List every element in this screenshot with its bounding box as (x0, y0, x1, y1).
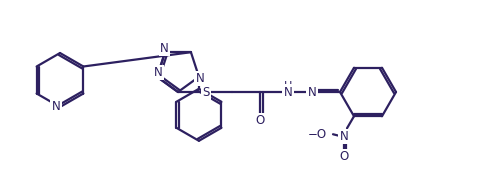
Text: N: N (196, 72, 204, 85)
Text: O: O (340, 150, 348, 163)
Text: S: S (202, 85, 210, 98)
Text: −O: −O (308, 128, 327, 141)
Text: N: N (340, 130, 348, 143)
Text: O: O (255, 115, 265, 128)
Text: N: N (154, 66, 163, 79)
Text: N: N (160, 42, 169, 55)
Text: H: H (284, 81, 292, 91)
Text: N: N (51, 100, 60, 113)
Text: N: N (308, 85, 317, 98)
Text: N: N (284, 85, 293, 98)
